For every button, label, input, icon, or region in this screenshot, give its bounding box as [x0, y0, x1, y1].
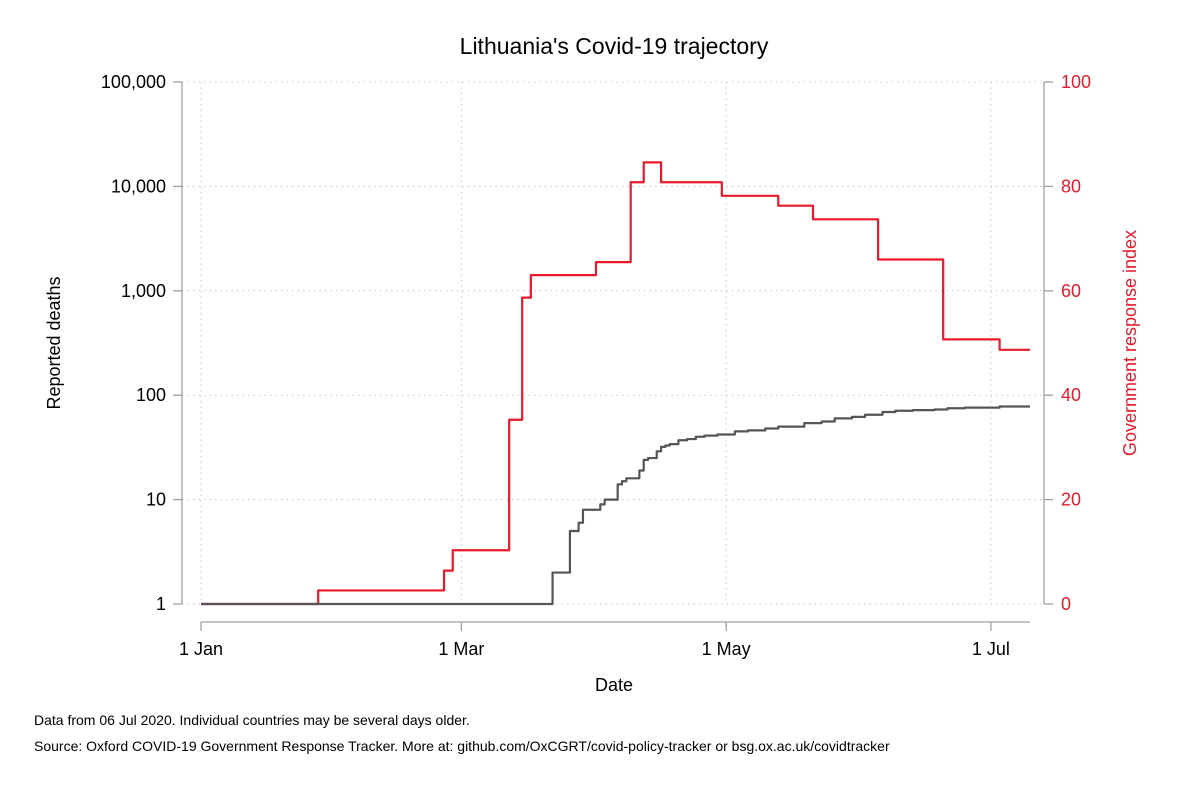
right-tick-label: 60 — [1061, 281, 1081, 301]
x-axis-label: Date — [595, 675, 633, 695]
right-tick-label: 40 — [1061, 385, 1081, 405]
right-axis-label: Government response index — [1120, 230, 1140, 456]
left-axis-ticks: 1 10 100 1,000 10,000 100,000 — [101, 72, 182, 614]
data-date-note: Data from 06 Jul 2020. Individual countr… — [34, 712, 470, 728]
series-lines — [201, 161, 1030, 606]
left-tick-label: 100 — [136, 385, 166, 405]
source-note: Source: Oxford COVID-19 Government Respo… — [34, 738, 890, 754]
right-tick-label: 20 — [1061, 490, 1081, 510]
left-tick-label: 10,000 — [111, 176, 166, 196]
x-tick-label: 1 May — [702, 639, 751, 659]
chart-title: Lithuania's Covid-19 trajectory — [460, 33, 769, 59]
grid-lines — [182, 81, 1044, 605]
right-tick-label: 80 — [1061, 176, 1081, 196]
left-tick-label: 1,000 — [121, 281, 166, 301]
left-axis-label: Reported deaths — [44, 276, 64, 409]
deaths-series-line — [201, 405, 1030, 606]
x-tick-label: 1 Jul — [972, 639, 1010, 659]
right-axis-ticks: 0 20 40 60 80 100 — [1044, 72, 1091, 614]
x-axis-ticks: 1 Jan 1 Mar 1 May 1 Jul — [179, 622, 1010, 659]
left-tick-label: 100,000 — [101, 72, 166, 92]
right-tick-label: 100 — [1061, 72, 1091, 92]
axes — [181, 82, 1045, 623]
x-tick-label: 1 Mar — [438, 639, 484, 659]
left-tick-label: 1 — [156, 594, 166, 614]
x-tick-label: 1 Jan — [179, 639, 223, 659]
chart: Lithuania's Covid-19 trajectory 1 10 100 1,… — [44, 33, 1140, 695]
right-tick-label: 0 — [1061, 594, 1071, 614]
left-tick-label: 10 — [146, 490, 166, 510]
response-index-series-line — [201, 161, 1030, 606]
